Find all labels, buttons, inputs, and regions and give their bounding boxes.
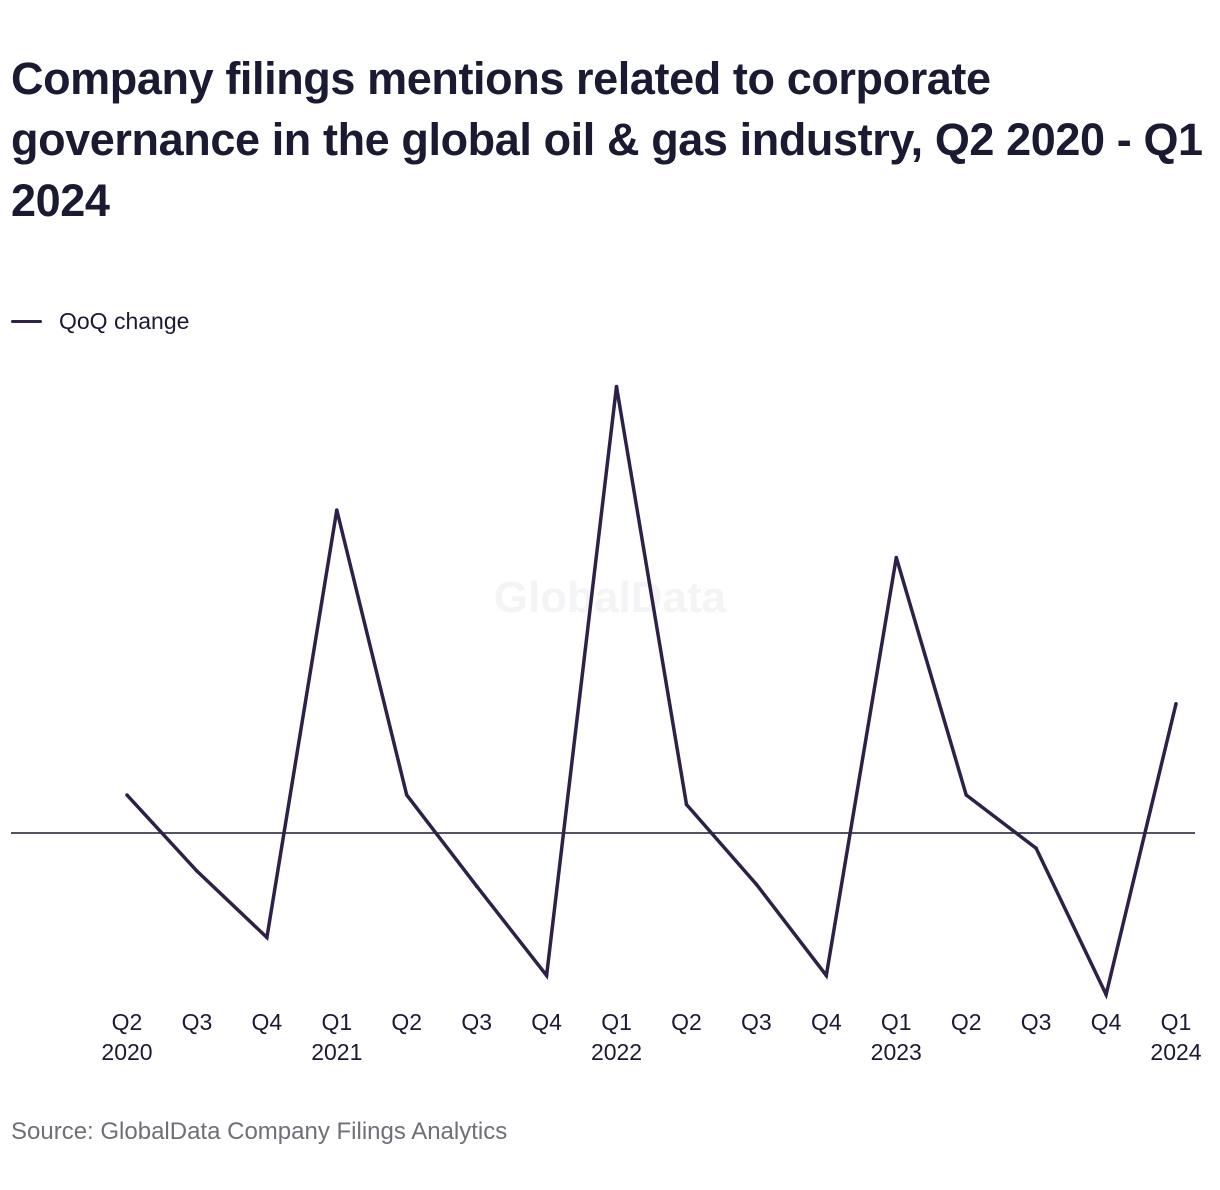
- x-tick-label-quarter: Q1: [321, 1009, 352, 1035]
- x-tick-label-quarter: Q4: [531, 1009, 562, 1035]
- data-point: [1104, 992, 1108, 997]
- x-tick-label-quarter: Q4: [1091, 1009, 1122, 1035]
- x-tick-label-quarter: Q2: [112, 1009, 143, 1035]
- data-point: [754, 882, 759, 887]
- data-point: [964, 793, 968, 797]
- x-tick-label-quarter: Q4: [811, 1009, 842, 1035]
- data-point: [195, 869, 199, 873]
- legend: QoQ change: [11, 306, 189, 336]
- x-tick-label-year: 2023: [871, 1039, 922, 1065]
- data-point: [824, 973, 829, 978]
- data-point: [894, 555, 899, 560]
- x-tick-label-year: 2021: [311, 1039, 362, 1065]
- x-tick-label-quarter: Q2: [671, 1009, 702, 1035]
- x-tick-label-quarter: Q2: [951, 1009, 982, 1035]
- x-tick-label-quarter: Q1: [881, 1009, 912, 1035]
- data-points: [125, 384, 1178, 997]
- data-point: [125, 793, 129, 797]
- source-note: Source: GlobalData Company Filings Analy…: [11, 1118, 508, 1145]
- x-tick-label-quarter: Q2: [391, 1009, 422, 1035]
- x-tick-label-year: 2024: [1150, 1039, 1201, 1065]
- data-point: [684, 802, 689, 807]
- chart-title: Company filings mentions related to corp…: [11, 53, 1203, 226]
- data-point: [614, 384, 619, 389]
- data-point: [1174, 702, 1178, 706]
- data-point: [335, 508, 339, 512]
- data-point: [474, 884, 479, 888]
- x-tick-label-quarter: Q3: [182, 1009, 213, 1035]
- data-point: [1034, 846, 1038, 850]
- x-tick-label-quarter: Q4: [252, 1009, 283, 1035]
- x-tick-label-year: 2022: [591, 1039, 642, 1065]
- x-tick-label-year: 2020: [101, 1039, 152, 1065]
- x-axis-tick-labels: Q2 2020 Q3 Q4 Q1 2021 Q2 Q3 Q4 Q1 2022 Q2 Q3 Q4 Q1 2023…: [101, 1009, 1201, 1065]
- legend-label: QoQ change: [59, 307, 190, 334]
- x-tick-label-quarter: Q3: [1021, 1009, 1052, 1035]
- data-point: [265, 935, 269, 940]
- watermark: GlobalData: [494, 573, 727, 622]
- x-tick-label-quarter: Q3: [741, 1009, 772, 1035]
- x-tick-label-quarter: Q1: [1161, 1009, 1192, 1035]
- x-tick-label-quarter: Q1: [601, 1009, 632, 1035]
- legend-line-swatch: [11, 319, 42, 323]
- series-line-qoq-change: [125, 386, 1178, 1000]
- x-tick-label-quarter: Q3: [461, 1009, 492, 1035]
- data-point: [404, 793, 409, 797]
- data-point: [544, 973, 549, 978]
